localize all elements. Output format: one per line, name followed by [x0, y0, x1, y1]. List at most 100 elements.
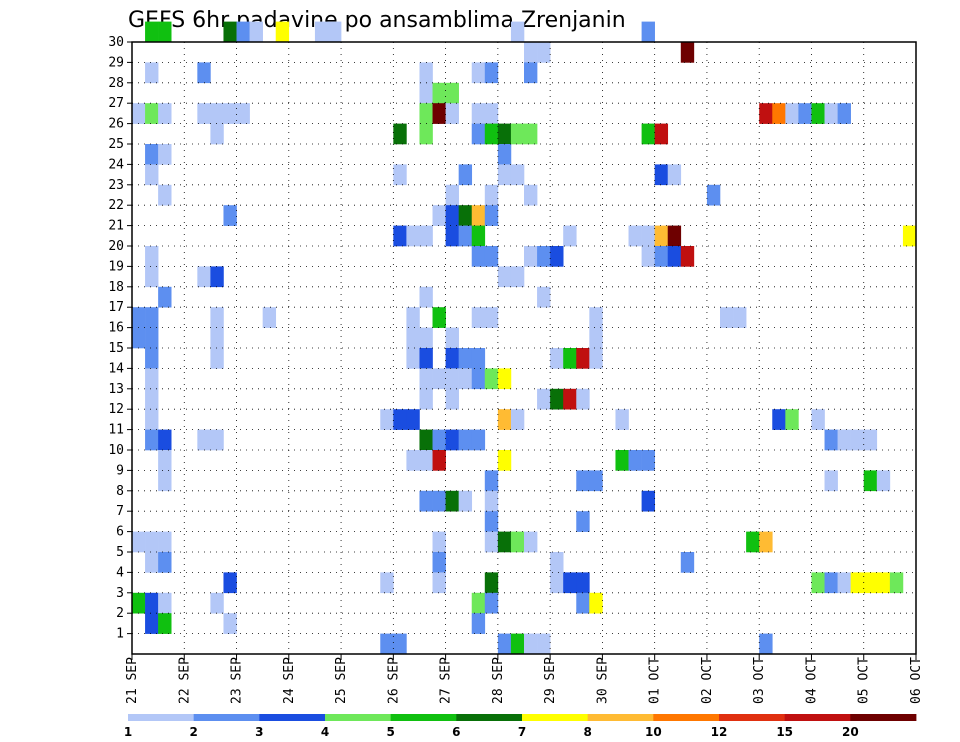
- heatmap-cell: [419, 286, 433, 308]
- y-tick-label: 12: [108, 402, 124, 417]
- y-tick-label: 1: [116, 627, 124, 642]
- heatmap-cell: [158, 470, 172, 492]
- heatmap-cell: [458, 368, 473, 390]
- heatmap-cell: [145, 613, 159, 634]
- heatmap-cell: [811, 103, 825, 124]
- chart-title: GEFS 6hr padavine po ansamblima Zrenjani…: [128, 8, 626, 33]
- heatmap-cell: [837, 103, 851, 124]
- heatmap-cell: [406, 307, 420, 328]
- heatmap-cell: [824, 572, 838, 594]
- heatmap-cell: [210, 429, 224, 451]
- heatmap-cell: [576, 592, 590, 614]
- heatmap-cell: [667, 246, 682, 267]
- x-tick-label: 21 SEP: [125, 657, 140, 704]
- heatmap-cell: [863, 572, 878, 594]
- x-tick-label: 23 SEP: [230, 657, 245, 704]
- heatmap-cell: [145, 21, 159, 43]
- heatmap-cell: [589, 327, 603, 349]
- heatmap-cell: [785, 409, 799, 430]
- heatmap-cell: [393, 633, 407, 655]
- heatmap-cell: [432, 205, 446, 226]
- heatmap-cell: [772, 103, 786, 124]
- heatmap-cell: [589, 307, 603, 328]
- heatmap-cell: [497, 531, 512, 553]
- x-tick-label: 02 OCT: [700, 657, 715, 704]
- heatmap-cell: [132, 327, 146, 349]
- heatmap-cell: [537, 286, 551, 308]
- x-tick-label: 22 SEP: [177, 657, 192, 704]
- heatmap-cell: [497, 123, 512, 145]
- heatmap-cell: [197, 429, 211, 451]
- heatmap-cell: [223, 613, 237, 634]
- heatmap-cell: [419, 327, 433, 349]
- heatmap-cell: [680, 246, 695, 267]
- y-tick-label: 3: [116, 586, 124, 601]
- y-tick-label: 29: [108, 55, 124, 70]
- heatmap-cell: [641, 450, 655, 471]
- heatmap-cell: [524, 62, 538, 84]
- heatmap-cell: [524, 531, 538, 553]
- heatmap-cell: [563, 225, 577, 247]
- colorbar-label: 8: [583, 725, 591, 739]
- heatmap-cell: [680, 42, 695, 63]
- heatmap-cells: [132, 21, 917, 655]
- heatmap-cell: [445, 205, 459, 226]
- heatmap-cell: [510, 633, 525, 655]
- heatmap-cell: [733, 307, 747, 328]
- heatmap-cell: [484, 103, 499, 124]
- heatmap-cell: [419, 103, 433, 124]
- x-tick-label: 06 OCT: [909, 657, 924, 704]
- heatmap-cell: [654, 123, 669, 145]
- heatmap-cell: [641, 21, 655, 43]
- heatmap-cell: [641, 490, 655, 512]
- colorbar-swatch: [128, 714, 195, 721]
- heatmap-cell: [798, 103, 812, 124]
- heatmap-cell: [563, 572, 577, 594]
- heatmap-cell: [419, 450, 433, 471]
- colorbar-label: 20: [842, 725, 859, 739]
- heatmap-cell: [850, 429, 865, 451]
- heatmap-cell: [445, 103, 459, 124]
- heatmap-cell: [210, 123, 224, 145]
- heatmap-cell: [145, 388, 159, 410]
- heatmap-cell: [615, 450, 629, 471]
- colorbar-swatch: [325, 714, 392, 721]
- y-tick-label: 27: [108, 96, 124, 111]
- colorbar-label: 12: [711, 725, 728, 739]
- heatmap-cell: [759, 633, 773, 655]
- heatmap-cell: [145, 62, 159, 84]
- heatmap-cell: [550, 388, 564, 410]
- heatmap-cell: [210, 592, 224, 614]
- x-tick-label: 01 OCT: [648, 657, 663, 704]
- y-tick-label: 22: [108, 198, 124, 213]
- heatmap-cell: [484, 531, 499, 553]
- heatmap-cell: [876, 470, 891, 492]
- heatmap-cell: [432, 552, 446, 573]
- heatmap-cell: [497, 164, 512, 186]
- heatmap-cell: [863, 429, 878, 451]
- y-tick-label: 14: [108, 361, 124, 376]
- y-tick-label: 30: [108, 35, 124, 50]
- heatmap-cell: [458, 225, 473, 247]
- y-tick-label: 24: [108, 157, 124, 172]
- heatmap-cell: [158, 450, 172, 471]
- heatmap-cell: [393, 409, 407, 430]
- heatmap-cell: [484, 62, 499, 84]
- colorbar-swatch: [784, 714, 851, 721]
- heatmap-cell: [654, 246, 669, 267]
- heatmap-cell: [432, 429, 446, 451]
- heatmap-cell: [537, 388, 551, 410]
- heatmap-cell: [445, 327, 459, 349]
- colorbar-label: 6: [452, 725, 460, 739]
- heatmap-cell: [145, 592, 159, 614]
- colorbar-label: 4: [321, 725, 329, 739]
- heatmap-cell: [471, 592, 486, 614]
- heatmap-cell: [406, 409, 420, 430]
- heatmap-cell: [406, 225, 420, 247]
- heatmap-cell: [380, 633, 394, 655]
- heatmap-cell: [197, 103, 211, 124]
- heatmap-cell: [432, 531, 446, 553]
- heatmap-cell: [524, 184, 538, 206]
- heatmap-cell: [484, 572, 499, 594]
- heatmap-cell: [393, 164, 407, 186]
